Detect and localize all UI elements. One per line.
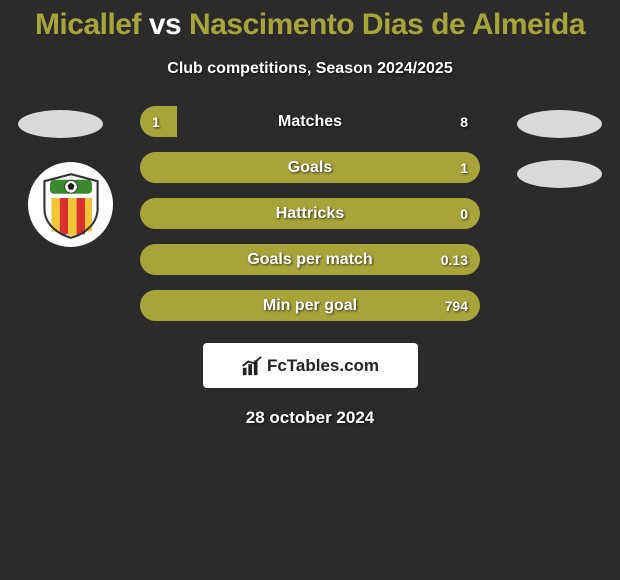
badge-stripe-red-1	[59, 198, 67, 234]
subtitle: Club competitions, Season 2024/2025	[0, 60, 620, 78]
stat-bars: Matches18Goals1Hattricks0Goals per match…	[140, 106, 480, 336]
stat-value-left	[140, 244, 164, 275]
player1-name: Micallef	[35, 8, 141, 41]
player2-name: Nascimento Dias de Almeida	[189, 8, 585, 41]
badge-stripe-red-2	[76, 198, 84, 234]
stat-value-right: 0	[448, 198, 480, 229]
stat-row-matches: Matches1 8	[140, 106, 480, 137]
stat-row-goals: Goals1	[140, 152, 480, 183]
placeholder-oval-top-right	[517, 110, 602, 138]
placeholder-oval-top-left	[18, 110, 103, 138]
stat-value-right: 1	[448, 152, 480, 183]
badge-stripe-yellow-2	[68, 198, 76, 236]
vs-text: vs	[141, 8, 189, 41]
club-badge	[28, 162, 113, 247]
stat-label: Goals	[140, 152, 480, 183]
stat-value-right: 794	[433, 290, 480, 321]
stat-value-left: 1	[140, 106, 172, 137]
placeholder-oval-mid-right	[517, 160, 602, 188]
stat-value-left	[140, 198, 164, 229]
club-badge-svg	[36, 170, 106, 240]
stat-label: Hattricks	[140, 198, 480, 229]
fctables-logo[interactable]: FcTables.com	[203, 343, 418, 388]
stat-value-left	[140, 152, 164, 183]
stat-value-right: 0.13	[429, 244, 480, 275]
chart-icon	[241, 355, 263, 377]
stat-row-goals-per-match: Goals per match0.13	[140, 244, 480, 275]
stat-row-min-per-goal: Min per goal794	[140, 290, 480, 321]
stat-label: Min per goal	[140, 290, 480, 321]
stat-row-hattricks: Hattricks0	[140, 198, 480, 229]
stats-area: Matches18Goals1Hattricks0Goals per match…	[0, 110, 620, 325]
stat-value-right: 8	[448, 106, 480, 137]
fctables-text: FcTables.com	[267, 356, 379, 376]
comparison-title: Micallef vs Nascimento Dias de Almeida	[0, 0, 620, 42]
date-line: 28 october 2024	[0, 408, 620, 428]
stat-value-left	[140, 290, 164, 321]
stat-label: Matches	[140, 106, 480, 137]
